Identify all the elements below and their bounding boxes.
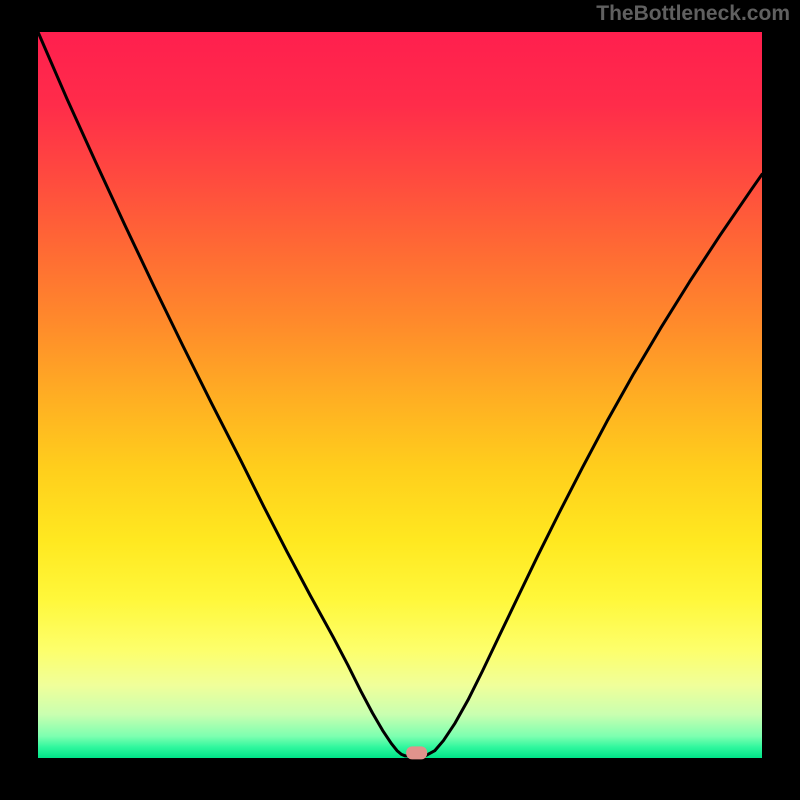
plot-background [38, 32, 762, 758]
optimal-marker [406, 746, 427, 759]
chart-svg [0, 0, 800, 800]
chart-container: TheBottleneck.com [0, 0, 800, 800]
watermark-text: TheBottleneck.com [596, 2, 790, 26]
